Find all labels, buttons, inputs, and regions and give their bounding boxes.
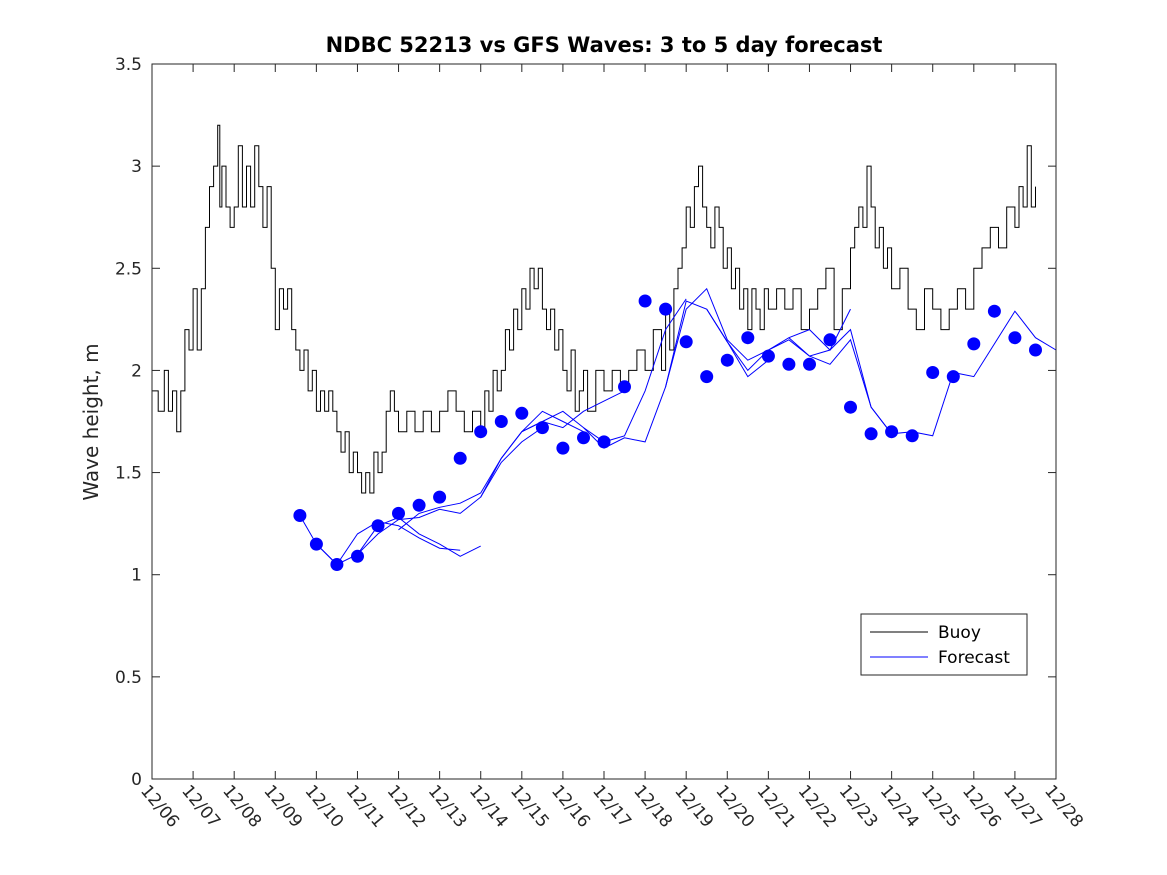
- legend: Buoy Forecast: [860, 613, 1028, 676]
- forecast-point: [700, 370, 714, 384]
- forecast-point: [741, 331, 755, 345]
- forecast-run-4: [480, 390, 625, 498]
- y-tick-label: 3: [131, 157, 142, 177]
- forecast-point: [823, 333, 837, 347]
- forecast-point: [453, 451, 467, 465]
- legend-buoy-label: Buoy: [938, 623, 981, 643]
- x-tick-label: 12/16: [547, 781, 594, 831]
- forecast-point: [905, 429, 919, 443]
- x-tick-label: 12/22: [794, 781, 841, 831]
- x-tick-label: 12/15: [506, 781, 553, 831]
- forecast-point: [782, 357, 796, 371]
- forecast-run-6: [583, 300, 769, 449]
- forecast-point: [597, 435, 611, 449]
- forecast-point: [433, 490, 447, 504]
- x-tick-label: 12/20: [711, 781, 758, 831]
- forecast-point: [720, 353, 734, 367]
- forecast-run-2: [357, 427, 543, 555]
- x-tick-label: 12/11: [342, 781, 389, 831]
- forecast-point: [926, 366, 940, 379]
- x-tick-label: 12/23: [835, 781, 882, 831]
- forecast-point: [392, 506, 405, 520]
- forecast-point: [885, 425, 899, 439]
- forecast-point: [844, 400, 857, 414]
- x-tick-label: 12/13: [424, 781, 471, 831]
- y-tick-label: 2.5: [115, 259, 142, 279]
- x-tick-label: 12/17: [588, 781, 635, 831]
- forecast-point: [1029, 343, 1042, 357]
- forecast-run-9: [788, 310, 1057, 437]
- x-tick-label: 12/19: [670, 781, 717, 831]
- x-tick-label: 12/09: [259, 781, 306, 831]
- forecast-point: [803, 357, 816, 371]
- y-tick-label: 2: [131, 361, 142, 381]
- forecast-point: [556, 441, 570, 455]
- forecast-point: [494, 415, 508, 428]
- y-tick-label: 1: [131, 566, 142, 586]
- x-tick-label: 12/26: [958, 781, 1005, 831]
- x-tick-label: 12/10: [301, 781, 348, 831]
- forecast-point: [864, 427, 878, 441]
- forecast-run-8: [706, 308, 892, 435]
- forecast-point: [638, 294, 652, 308]
- y-tick-label: 1.5: [115, 464, 142, 484]
- forecast-point: [618, 380, 631, 394]
- forecast-point: [371, 519, 385, 533]
- x-tick-label: 12/06: [136, 781, 183, 831]
- forecast-point: [577, 431, 590, 445]
- forecast-point: [515, 406, 529, 420]
- x-tick-label: 12/08: [218, 781, 265, 831]
- forecast-point: [351, 549, 364, 563]
- forecast-run-3: [398, 410, 584, 531]
- y-tick-label: 3.5: [115, 55, 142, 75]
- x-tick-label: 12/27: [999, 781, 1046, 831]
- forecast-point: [679, 335, 693, 349]
- forecast-point: [659, 302, 673, 316]
- x-tick-label: 12/24: [876, 781, 923, 831]
- forecast-point: [293, 509, 307, 522]
- x-tick-label: 12/12: [383, 781, 430, 831]
- forecast-point: [412, 498, 426, 512]
- forecast-point: [1008, 331, 1022, 345]
- legend-box: [860, 613, 1028, 676]
- x-tick-label: 12/07: [177, 781, 224, 831]
- legend-forecast-label: Forecast: [938, 648, 1010, 668]
- x-tick-label: 12/21: [753, 781, 800, 831]
- forecast-point: [330, 558, 344, 571]
- chart-title: NDBC 52213 vs GFS Waves: 3 to 5 day fore…: [326, 33, 883, 57]
- forecast-point: [987, 304, 1001, 318]
- y-tick-label: 0: [131, 770, 142, 790]
- x-tick-label: 12/14: [465, 781, 512, 831]
- buoy-line: [152, 124, 1036, 494]
- y-axis-label: Wave height, m: [79, 343, 103, 500]
- forecast-point: [474, 425, 488, 439]
- x-tick-label: 12/28: [1040, 781, 1087, 831]
- forecast-point: [535, 421, 549, 435]
- forecast-point: [761, 349, 775, 363]
- x-tick-label: 12/25: [917, 781, 964, 831]
- plot-area: [152, 124, 1057, 571]
- forecast-point: [967, 337, 981, 351]
- x-tick-label: 12/18: [629, 781, 676, 831]
- y-tick-label: 0.5: [115, 668, 142, 688]
- forecast-point: [309, 537, 323, 551]
- forecast-point: [946, 370, 960, 384]
- forecast-run-7: [665, 287, 851, 387]
